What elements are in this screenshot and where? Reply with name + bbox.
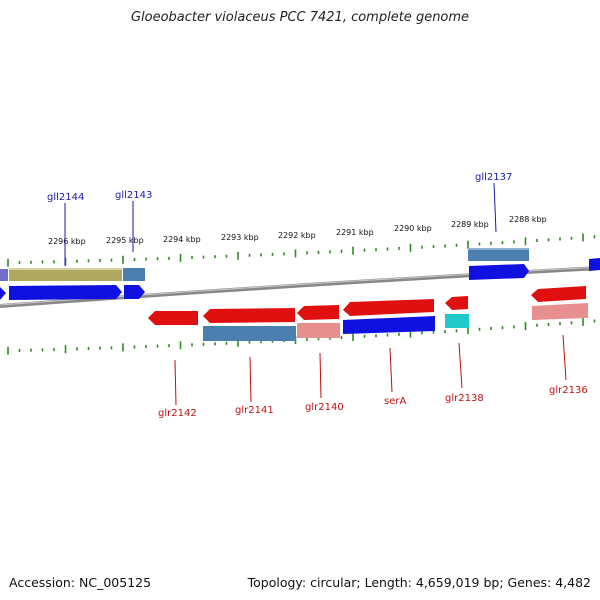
gene-arrow[interactable] bbox=[469, 264, 529, 280]
cds-feature[interactable] bbox=[532, 303, 588, 320]
cds-feature[interactable] bbox=[0, 269, 8, 281]
cds-feature[interactable] bbox=[9, 268, 122, 281]
gene-label-serA[interactable]: serA bbox=[384, 396, 406, 407]
gene-label-glr2142[interactable]: glr2142 bbox=[158, 408, 197, 419]
cds-feature[interactable] bbox=[468, 248, 529, 261]
scale-label: 2291 kbp bbox=[336, 228, 374, 237]
label-leader-line bbox=[174, 359, 177, 406]
forward-gene-arrows bbox=[0, 258, 600, 300]
gene-arrow[interactable] bbox=[589, 258, 600, 271]
gene-arrow[interactable] bbox=[0, 287, 6, 300]
cds-feature-highlight bbox=[9, 268, 122, 270]
scale-label: 2289 kbp bbox=[451, 220, 489, 229]
gene-label-gll2143[interactable]: gll2143 bbox=[115, 190, 152, 201]
gene-label-gll2144[interactable]: gll2144 bbox=[47, 192, 84, 203]
gene-label-glr2138[interactable]: glr2138 bbox=[445, 393, 484, 404]
gene-label-gll2137[interactable]: gll2137 bbox=[475, 172, 512, 183]
cds-feature[interactable] bbox=[203, 326, 296, 341]
reverse-cds-features bbox=[203, 303, 588, 341]
label-leader-line bbox=[458, 342, 463, 389]
forward-gene-labels: gll2144 gll2143 gll2137 bbox=[47, 172, 512, 266]
gene-arrow[interactable] bbox=[124, 285, 145, 299]
cds-feature[interactable] bbox=[297, 323, 340, 338]
gene-arrow[interactable] bbox=[297, 305, 339, 320]
lower-tick-row bbox=[7, 317, 596, 355]
gene-arrow[interactable] bbox=[531, 286, 586, 302]
reverse-gene-arrows bbox=[148, 286, 586, 325]
gene-label-glr2141[interactable]: glr2141 bbox=[235, 405, 274, 416]
label-leader-line bbox=[249, 356, 252, 403]
gene-arrow[interactable] bbox=[445, 296, 468, 310]
label-leader-line bbox=[389, 347, 393, 393]
label-leader-line bbox=[493, 182, 497, 233]
gene-label-glr2140[interactable]: glr2140 bbox=[305, 402, 344, 413]
scale-label: 2290 kbp bbox=[394, 224, 432, 233]
accession-label: Accession: NC_005125 bbox=[9, 575, 152, 590]
gene-arrow[interactable] bbox=[343, 299, 434, 316]
label-leader-line bbox=[319, 352, 322, 399]
gene-arrow[interactable] bbox=[203, 308, 295, 323]
scale-label: 2294 kbp bbox=[163, 235, 201, 244]
scale-label: 2292 kbp bbox=[278, 231, 316, 240]
forward-cds-features bbox=[0, 248, 529, 281]
map-title: Gloeobacter violaceus PCC 7421, complete… bbox=[130, 10, 470, 25]
gene-label-glr2136[interactable]: glr2136 bbox=[549, 385, 588, 396]
cds-feature-highlight bbox=[468, 248, 529, 250]
gene-arrow[interactable] bbox=[148, 311, 198, 325]
scale-labels: 2296 kbp 2295 kbp 2294 kbp 2293 kbp 2292… bbox=[48, 215, 547, 246]
scale-label: 2296 kbp bbox=[48, 237, 86, 246]
cds-feature[interactable] bbox=[445, 314, 469, 328]
reverse-gene-labels: glr2142 glr2141 glr2140 serA glr2138 glr… bbox=[158, 334, 588, 419]
scale-label: 2293 kbp bbox=[221, 233, 259, 242]
cds-feature[interactable] bbox=[123, 268, 145, 281]
topology-label: Topology: circular; Length: 4,659,019 bp… bbox=[247, 575, 591, 590]
label-leader-line bbox=[562, 334, 567, 381]
upper-tick-row bbox=[7, 233, 596, 267]
cds-feature[interactable] bbox=[343, 316, 435, 334]
gene-arrow[interactable] bbox=[9, 285, 122, 300]
scale-label: 2295 kbp bbox=[106, 236, 144, 245]
scale-label: 2288 kbp bbox=[509, 215, 547, 224]
